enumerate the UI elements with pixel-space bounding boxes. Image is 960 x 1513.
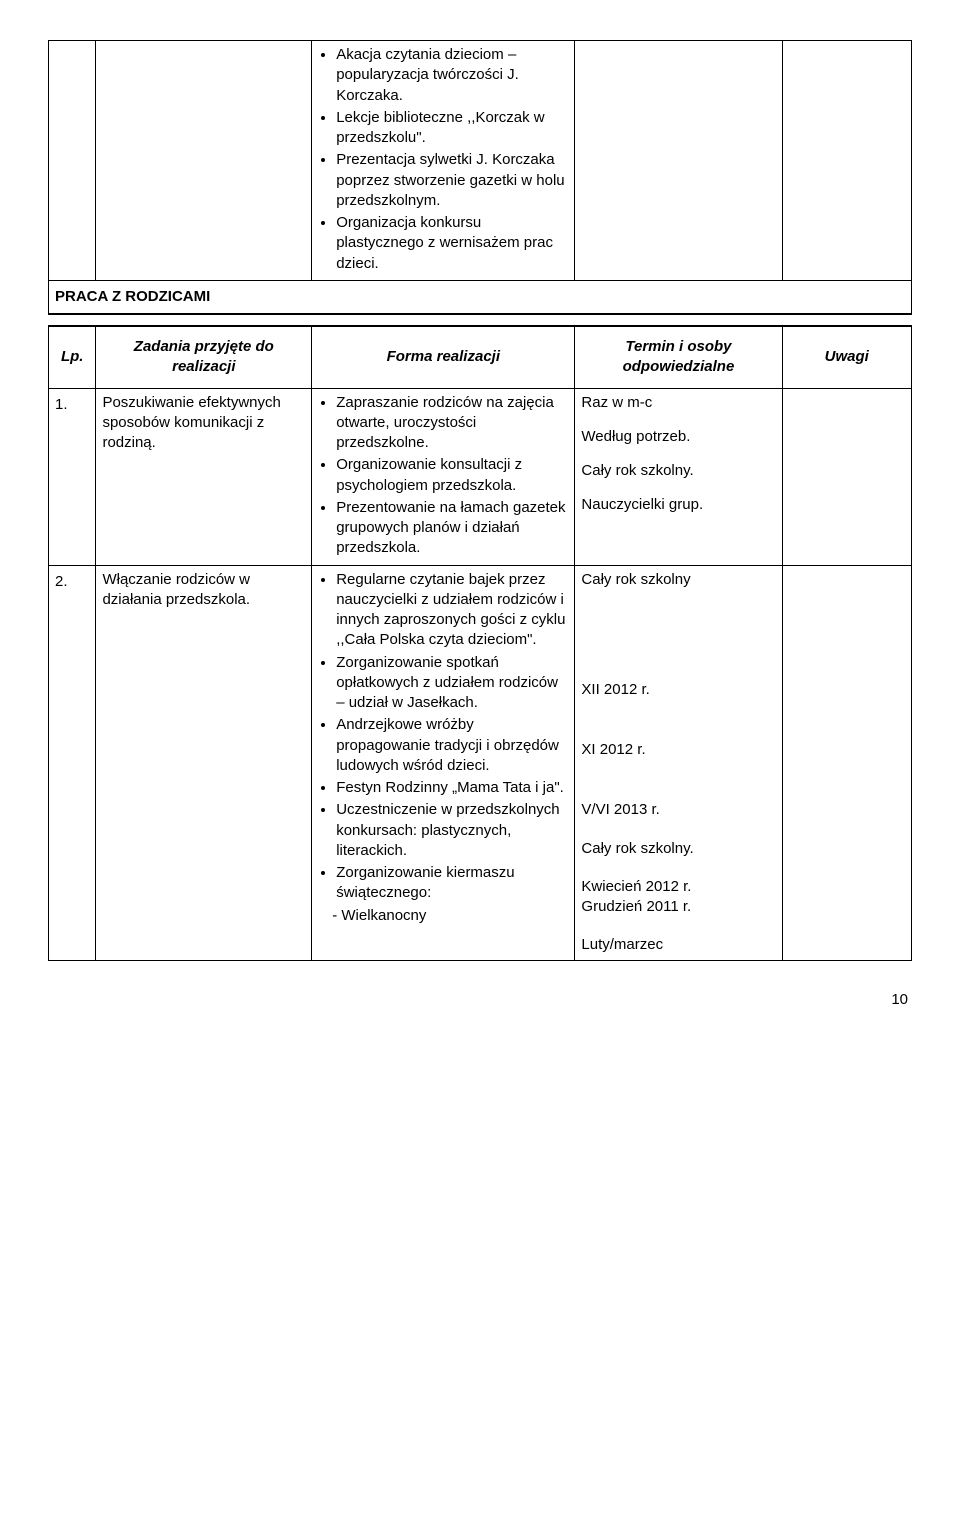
- table-row-1: 1. Poszukiwanie efektywnych sposobów kom…: [49, 388, 912, 565]
- list-item: Zorganizowanie kiermaszu świątecznego:: [336, 863, 568, 904]
- section-title-row: PRACA Z RODZICAMI: [49, 280, 912, 313]
- list-item: Prezentowanie na łamach gazetek grupowyc…: [336, 498, 568, 559]
- list-item: Prezentacja sylwetki J. Korczaka poprzez…: [336, 150, 568, 211]
- table-row-2: 2. Włączanie rodziców w działania przeds…: [49, 565, 912, 960]
- cell-task: Włączanie rodziców w działania przedszko…: [96, 565, 312, 960]
- term-text: Raz w m-c: [581, 393, 775, 413]
- header-form: Forma realizacji: [312, 327, 575, 389]
- header-uwagi: Uwagi: [782, 327, 911, 389]
- list-item: Festyn Rodzinny „Mama Tata i ja".: [336, 778, 568, 798]
- sub-item: - Wielkanocny: [318, 906, 568, 926]
- cell-empty: [782, 41, 911, 281]
- list-item: Zorganizowanie spotkań opłatkowych z udz…: [336, 653, 568, 714]
- cell-lp: 1.: [49, 388, 96, 565]
- header-lp: Lp.: [49, 327, 96, 389]
- term-text: Cały rok szkolny.: [581, 461, 775, 481]
- cell-uwagi: [782, 388, 911, 565]
- list-item: Organizacja konkursu plastycznego z wern…: [336, 213, 568, 274]
- cell-lp: 2.: [49, 565, 96, 960]
- term-text: Luty/marzec: [581, 935, 775, 955]
- cell-form: Zapraszanie rodziców na zajęcia otwarte,…: [312, 388, 575, 565]
- list-item: Lekcje biblioteczne ,,Korczak w przedszk…: [336, 108, 568, 149]
- top-continuation-table: Akacja czytania dzieciom – popularyzacja…: [48, 40, 912, 314]
- list-item: Andrzejkowe wróżby propagowanie tradycji…: [336, 715, 568, 776]
- list-item: Uczestniczenie w przedszkolnych konkursa…: [336, 800, 568, 861]
- main-table: Lp. Zadania przyjęte do realizacji Forma…: [48, 326, 912, 961]
- term-text: Cały rok szkolny: [581, 570, 775, 590]
- term-text: Nauczycielki grup.: [581, 495, 775, 515]
- header-term: Termin i osoby odpowiedzialne: [575, 327, 782, 389]
- spacer-table: [48, 314, 912, 326]
- cell-empty: [49, 41, 96, 281]
- term-text: XII 2012 r.: [581, 680, 775, 700]
- list-item: Akacja czytania dzieciom – popularyzacja…: [336, 45, 568, 106]
- list-item: Organizowanie konsultacji z psychologiem…: [336, 455, 568, 496]
- cell-term: Raz w m-c Według potrzeb. Cały rok szkol…: [575, 388, 782, 565]
- cell-term: Cały rok szkolny XII 2012 r. XI 2012 r. …: [575, 565, 782, 960]
- list-item: Zapraszanie rodziców na zajęcia otwarte,…: [336, 393, 568, 454]
- term-text: Według potrzeb.: [581, 427, 775, 447]
- list-item: Regularne czytanie bajek przez nauczycie…: [336, 570, 568, 651]
- cell-empty: [575, 41, 782, 281]
- header-task: Zadania przyjęte do realizacji: [96, 327, 312, 389]
- cell-empty: [96, 41, 312, 281]
- cell-form-items: Akacja czytania dzieciom – popularyzacja…: [312, 41, 575, 281]
- term-text: Cały rok szkolny.: [581, 839, 775, 859]
- term-text: Kwiecień 2012 r. Grudzień 2011 r.: [581, 877, 775, 918]
- cell-form: Regularne czytanie bajek przez nauczycie…: [312, 565, 575, 960]
- header-row: Lp. Zadania przyjęte do realizacji Forma…: [49, 327, 912, 389]
- continuation-row: Akacja czytania dzieciom – popularyzacja…: [49, 41, 912, 281]
- term-text: XI 2012 r.: [581, 740, 775, 760]
- section-title: PRACA Z RODZICAMI: [49, 280, 912, 313]
- term-text: V/VI 2013 r.: [581, 800, 775, 820]
- cell-task: Poszukiwanie efektywnych sposobów komuni…: [96, 388, 312, 565]
- cell-uwagi: [782, 565, 911, 960]
- page-number: 10: [48, 991, 912, 1008]
